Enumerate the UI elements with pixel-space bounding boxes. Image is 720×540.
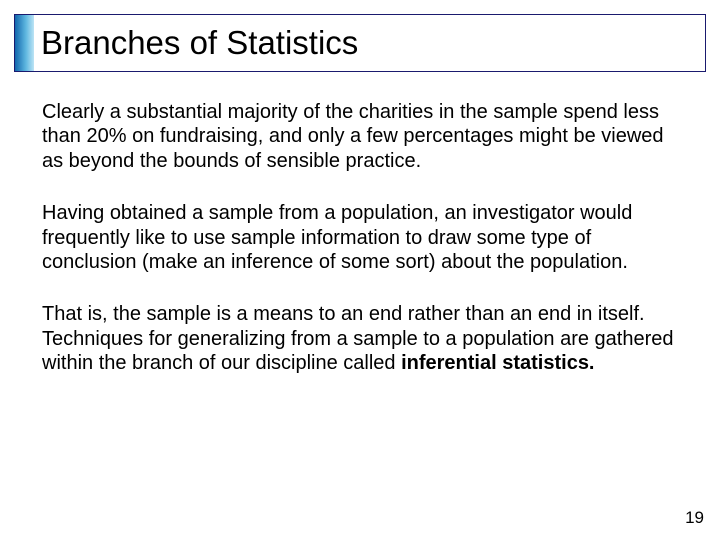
paragraph-2: Having obtained a sample from a populati… <box>42 201 682 274</box>
slide-title: Branches of Statistics <box>41 24 358 62</box>
title-box: Branches of Statistics <box>14 14 706 72</box>
paragraph-3-bold-term: inferential statistics. <box>401 352 594 374</box>
slide-body: Clearly a substantial majority of the ch… <box>42 100 682 404</box>
page-number: 19 <box>685 508 704 528</box>
paragraph-1: Clearly a substantial majority of the ch… <box>42 100 682 173</box>
paragraph-3: That is, the sample is a means to an end… <box>42 302 682 375</box>
